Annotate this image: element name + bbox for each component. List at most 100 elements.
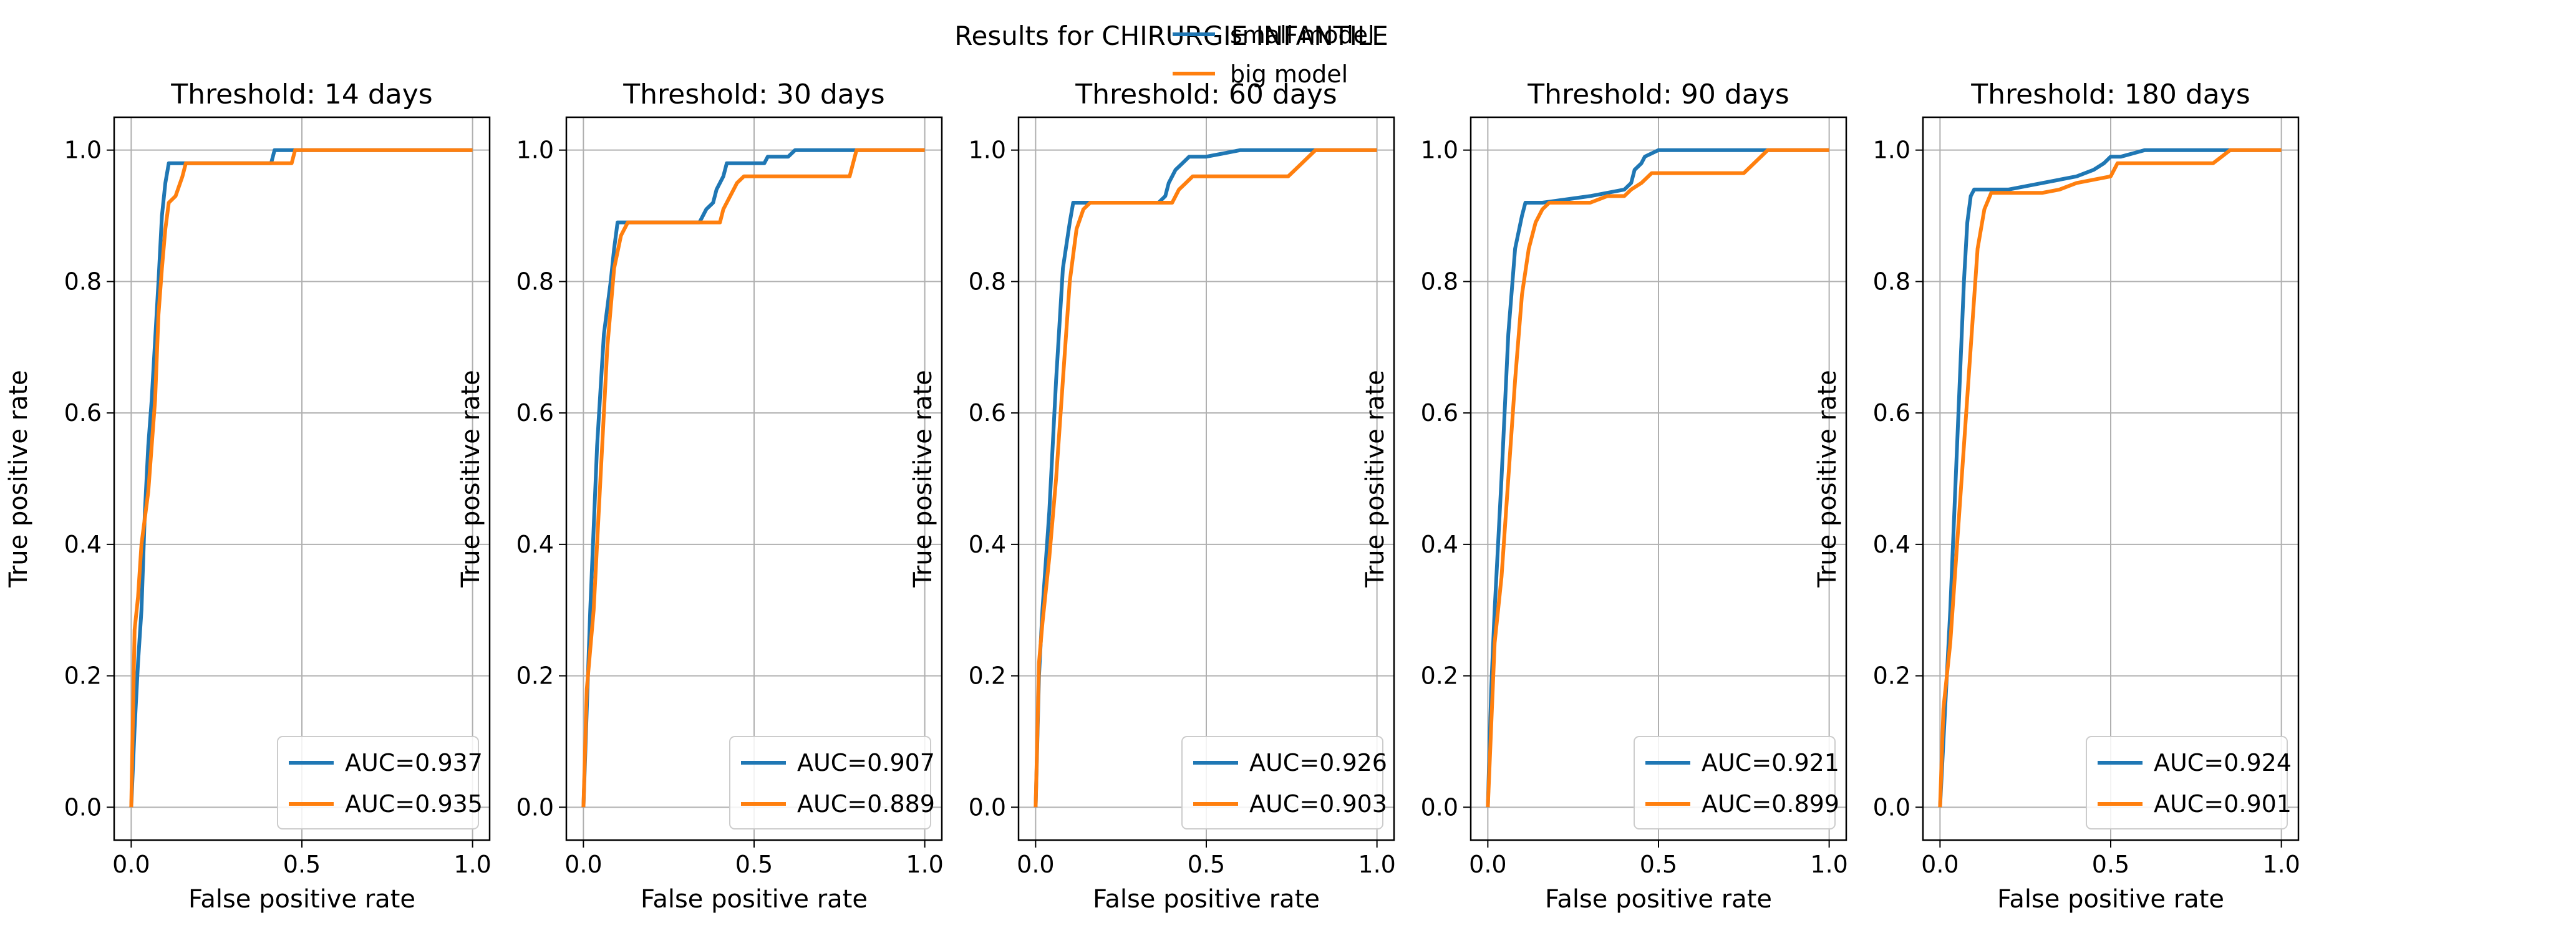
roc-panel-5: Threshold: 180 days 0.0 0.5 1.0 0.0 0.2 0.4 0.6… (1813, 79, 2300, 914)
x-tick-label: 1.0 (1810, 851, 1847, 878)
x-tick-label: 0.0 (1017, 851, 1054, 878)
roc-panel-3: Threshold: 60 days 0.0 0.5 1.0 0.0 0.2 0.4 0.6 0… (909, 79, 1396, 914)
y-axis-label: True positive rate (1813, 370, 1842, 588)
auc-legend-label: AUC=0.901 (2154, 790, 2292, 818)
y-tick-label: 1.0 (1421, 137, 1458, 164)
auc-legend-label: AUC=0.889 (797, 790, 935, 818)
axes-frame (1922, 116, 2300, 841)
y-tick-label: 0.2 (1873, 662, 1910, 690)
panel-title: Threshold: 60 days (1075, 79, 1337, 110)
x-tick-label: 0.5 (2092, 851, 2129, 878)
roc-curve-small-model (581, 148, 925, 808)
y-tick-label: 0.8 (1873, 268, 1910, 295)
x-tick-label: 0.5 (1188, 851, 1225, 878)
y-tick-label: 0.4 (64, 531, 102, 558)
x-axis-label: False positive rate (641, 885, 868, 914)
roc-curve-big-model (581, 148, 925, 808)
auc-legend-label: AUC=0.937 (345, 749, 483, 776)
y-tick-label: 0.6 (516, 399, 554, 427)
roc-panel-1: Threshold: 14 days 0.0 0.5 1.0 0.0 0.2 0.4 0.6 0… (4, 79, 491, 914)
auc-legend-label: AUC=0.924 (2154, 749, 2292, 776)
y-tick-label: 0.0 (516, 793, 554, 821)
auc-legend-label: AUC=0.907 (797, 749, 935, 776)
y-tick-label: 0.6 (1873, 399, 1910, 427)
x-tick-label: 0.5 (283, 851, 321, 878)
roc-curve-big-model (1486, 148, 1829, 808)
roc-curve-small-model (129, 148, 473, 808)
x-tick-label: 0.0 (112, 851, 150, 878)
y-tick-label: 0.4 (1873, 531, 1910, 558)
axes-frame (1470, 116, 1847, 841)
auc-legend-label: AUC=0.903 (1249, 790, 1387, 818)
auc-legend-label: AUC=0.899 (1702, 790, 1839, 818)
panel-title: Threshold: 14 days (170, 79, 432, 110)
roc-curve-big-model (1034, 148, 1377, 808)
y-tick-label: 0.8 (1421, 268, 1458, 295)
x-tick-label: 0.0 (564, 851, 602, 878)
roc-panel-2: Threshold: 30 days 0.0 0.5 1.0 0.0 0.2 0.4 0.6 0… (457, 79, 944, 914)
subplot-panels: Threshold: 14 days 0.0 0.5 1.0 0.0 0.2 0.4 0.6 0… (4, 79, 2300, 914)
x-axis-label: False positive rate (1997, 885, 2224, 914)
y-tick-label: 0.0 (64, 793, 102, 821)
y-tick-label: 0.0 (1421, 793, 1458, 821)
auc-legend-label: AUC=0.926 (1249, 749, 1387, 776)
y-tick-label: 1.0 (969, 137, 1006, 164)
y-axis-label: True positive rate (4, 370, 33, 588)
y-tick-label: 0.6 (1421, 399, 1458, 427)
y-tick-label: 0.4 (969, 531, 1006, 558)
legend-label-big-model: big model (1230, 60, 1348, 88)
x-axis-label: False positive rate (1545, 885, 1772, 914)
x-tick-label: 0.0 (1921, 851, 1959, 878)
auc-legend: AUC=0.926 AUC=0.903 (1181, 736, 1387, 829)
y-tick-label: 1.0 (1873, 137, 1910, 164)
roc-curve-small-model (1486, 148, 1829, 808)
y-tick-label: 0.8 (969, 268, 1006, 295)
panel-title: Threshold: 180 days (1970, 79, 2250, 110)
panel-title: Threshold: 30 days (622, 79, 884, 110)
y-tick-label: 0.8 (64, 268, 102, 295)
x-tick-label: 1.0 (1358, 851, 1395, 878)
y-tick-label: 0.4 (516, 531, 554, 558)
y-tick-label: 0.0 (1873, 793, 1910, 821)
y-tick-label: 1.0 (64, 137, 102, 164)
x-tick-label: 1.0 (906, 851, 943, 878)
y-axis-label: True positive rate (457, 370, 485, 588)
roc-curve-big-model (129, 148, 473, 808)
y-tick-label: 0.4 (1421, 531, 1458, 558)
x-tick-label: 0.0 (1469, 851, 1506, 878)
legend-label-small-model: small model (1230, 21, 1375, 49)
x-tick-label: 0.5 (735, 851, 773, 878)
axes-frame (113, 116, 491, 841)
y-tick-label: 1.0 (516, 137, 554, 164)
y-tick-label: 0.6 (969, 399, 1006, 427)
y-tick-label: 0.2 (64, 662, 102, 690)
x-tick-label: 1.0 (453, 851, 491, 878)
axes-frame (1017, 116, 1395, 841)
x-tick-label: 1.0 (2262, 851, 2300, 878)
figure-title: Results for CHIRURGIE INFANTILE (954, 21, 1388, 51)
x-axis-label: False positive rate (1093, 885, 1320, 914)
axes-frame (565, 116, 943, 841)
y-axis-label: True positive rate (909, 370, 937, 588)
y-tick-label: 0.8 (516, 268, 554, 295)
roc-curve-small-model (1938, 148, 2282, 808)
figure-legend: small model big model (1173, 21, 1375, 88)
y-tick-label: 0.0 (969, 793, 1006, 821)
y-tick-label: 0.2 (1421, 662, 1458, 690)
roc-panel-4: Threshold: 90 days 0.0 0.5 1.0 0.0 0.2 0.4 0.6 0… (1361, 79, 1848, 914)
y-tick-label: 0.2 (969, 662, 1006, 690)
y-tick-label: 0.6 (64, 399, 102, 427)
auc-legend: AUC=0.907 AUC=0.889 (729, 736, 935, 829)
roc-curve-big-model (1938, 148, 2282, 808)
auc-legend-label: AUC=0.921 (1702, 749, 1839, 776)
panel-title: Threshold: 90 days (1527, 79, 1789, 110)
auc-legend: AUC=0.937 AUC=0.935 (277, 736, 483, 829)
y-tick-label: 0.2 (516, 662, 554, 690)
auc-legend: AUC=0.924 AUC=0.901 (2086, 736, 2292, 829)
y-axis-label: True positive rate (1361, 370, 1390, 588)
x-axis-label: False positive rate (188, 885, 415, 914)
auc-legend: AUC=0.921 AUC=0.899 (1634, 736, 1839, 829)
x-tick-label: 0.5 (1640, 851, 1677, 878)
auc-legend-label: AUC=0.935 (345, 790, 483, 818)
